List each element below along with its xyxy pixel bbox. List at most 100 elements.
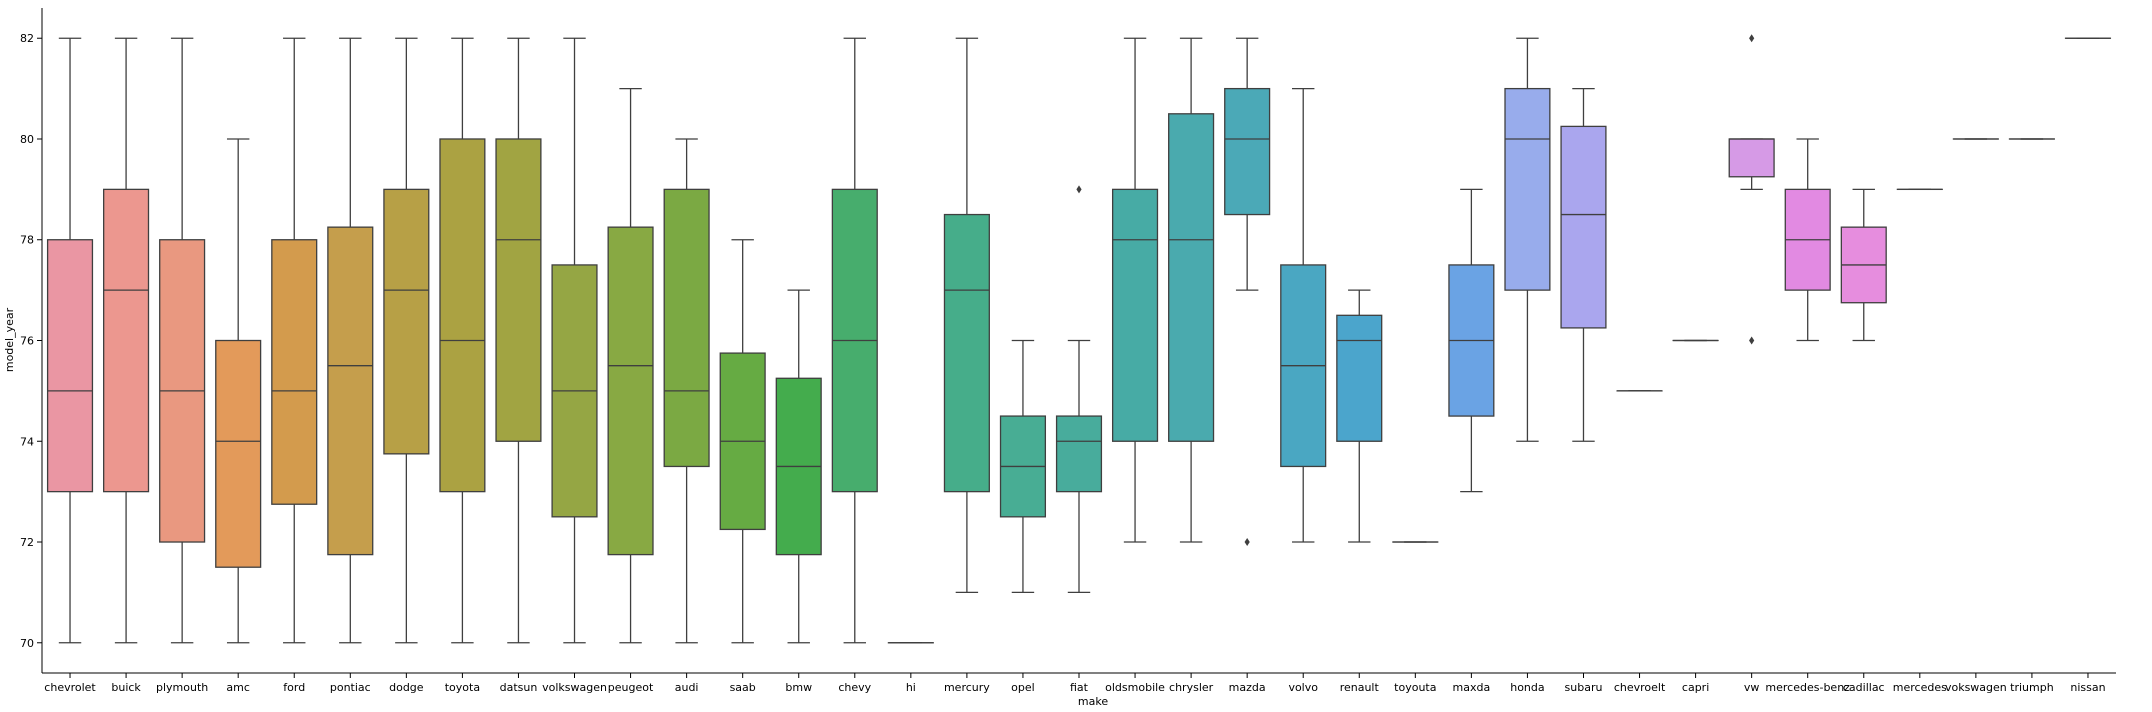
x-tick-label: chrysler xyxy=(1169,681,1214,694)
box-mercury xyxy=(943,213,990,493)
x-tick-label: dodge xyxy=(389,681,424,694)
y-tick-label: 78 xyxy=(20,234,34,247)
x-tick-label: chevroelt xyxy=(1614,681,1666,694)
outlier-point xyxy=(1749,34,1755,43)
x-tick-label: mercury xyxy=(944,681,990,694)
box-group-buick xyxy=(103,37,150,644)
x-tick-label: fiat xyxy=(1070,681,1089,694)
box-group-plymouth xyxy=(159,37,206,644)
y-axis-label: model_year xyxy=(3,307,16,372)
x-tick-label: triumph xyxy=(2010,681,2054,694)
box-group-maxda xyxy=(1448,188,1495,493)
x-tick-label: toyota xyxy=(445,681,480,694)
box-subaru xyxy=(1560,125,1607,329)
y-tick-label: 76 xyxy=(20,335,34,348)
x-tick-label: capri xyxy=(1682,681,1709,694)
box-group-chrysler xyxy=(1168,37,1215,543)
x-tick-label: vw xyxy=(1744,681,1760,694)
box-group-pontiac xyxy=(327,37,374,644)
x-tick-label: saab xyxy=(730,681,756,694)
box-chrysler xyxy=(1168,113,1215,442)
box-group-vw xyxy=(1728,34,1775,345)
x-tick-label: mercedes-benz xyxy=(1765,681,1850,694)
outlier-point xyxy=(1076,185,1082,194)
box-group-chevy xyxy=(831,37,878,644)
x-tick-label: vokswagen xyxy=(1945,681,2007,694)
x-tick-label: subaru xyxy=(1565,681,1603,694)
x-tick-label: buick xyxy=(111,681,141,694)
x-tick-label: chevrolet xyxy=(44,681,96,694)
box-group-toyota xyxy=(439,37,486,644)
outlier-point xyxy=(1244,538,1250,547)
box-group-mercedes-benz xyxy=(1784,138,1831,342)
box-group-saab xyxy=(719,239,766,644)
box-datsun xyxy=(495,138,542,442)
box-mazda xyxy=(1224,87,1271,216)
x-tick-label: cadillac xyxy=(1843,681,1885,694)
box-buick xyxy=(103,188,150,493)
x-tick-label: pontiac xyxy=(330,681,371,694)
box-group-oldsmobile xyxy=(1111,37,1159,543)
outlier-point xyxy=(1749,336,1755,345)
box-peugeot xyxy=(607,226,654,556)
x-tick-label: volvo xyxy=(1288,681,1318,694)
box-group-datsun xyxy=(495,37,542,644)
x-tick-label: volkswagen xyxy=(542,681,607,694)
box-fiat xyxy=(1055,415,1103,493)
x-tick-label: peugeot xyxy=(608,681,654,694)
y-tick-label: 74 xyxy=(20,435,34,448)
box-group-fiat xyxy=(1055,185,1103,594)
y-tick-label: 72 xyxy=(20,536,34,549)
x-tick-label: bmw xyxy=(785,681,812,694)
plot-marks xyxy=(46,34,2112,644)
box-group-amc xyxy=(215,138,262,644)
y-tick-label: 70 xyxy=(20,637,34,650)
box-group-chevrolet xyxy=(46,37,94,644)
x-tick-label: hi xyxy=(906,681,916,694)
box-audi xyxy=(663,188,710,468)
x-tick-label: chevy xyxy=(838,681,871,694)
x-tick-label: mercedes xyxy=(1893,681,1947,694)
box-group-peugeot xyxy=(607,87,654,644)
box-group-honda xyxy=(1504,37,1551,442)
y-axis-ticks: 70 72 74 76 78 80 82 xyxy=(20,32,42,650)
box-group-renault xyxy=(1336,289,1383,543)
x-tick-label: maxda xyxy=(1453,681,1491,694)
box-dodge xyxy=(383,188,430,455)
box-amc xyxy=(215,339,262,568)
box-group-ford xyxy=(271,37,318,644)
x-tick-label: opel xyxy=(1011,681,1035,694)
x-axis-label: make xyxy=(1078,695,1108,708)
x-tick-label: amc xyxy=(226,681,250,694)
box-group-dodge xyxy=(383,37,430,644)
box-group-volvo xyxy=(1280,87,1327,543)
x-tick-label: nissan xyxy=(2070,681,2105,694)
box-ford xyxy=(271,239,318,505)
x-tick-label: audi xyxy=(675,681,699,694)
x-tick-label: plymouth xyxy=(156,681,208,694)
box-chevrolet xyxy=(46,239,94,493)
y-tick-label: 80 xyxy=(20,133,34,146)
y-tick-label: 82 xyxy=(20,32,34,45)
box-pontiac xyxy=(327,226,374,556)
box-toyota xyxy=(439,138,486,493)
box-group-cadillac xyxy=(1840,188,1887,342)
box-group-subaru xyxy=(1560,87,1607,442)
box-group-bmw xyxy=(775,289,822,644)
x-tick-label: renault xyxy=(1340,681,1380,694)
box-oldsmobile xyxy=(1111,188,1159,442)
box-honda xyxy=(1504,87,1551,291)
box-group-mercury xyxy=(943,37,990,594)
x-tick-label: toyouta xyxy=(1394,681,1436,694)
x-axis-ticks: chevrolet buick plymouth amc ford pontiac dodg… xyxy=(44,673,2106,694)
box-group-opel xyxy=(999,339,1047,594)
x-tick-label: ford xyxy=(283,681,305,694)
box-group-volkswagen xyxy=(551,37,598,644)
box-group-audi xyxy=(663,138,710,644)
box-renault xyxy=(1336,314,1383,442)
box-group-mazda xyxy=(1224,37,1271,547)
box-vw xyxy=(1728,138,1775,178)
x-tick-label: honda xyxy=(1510,681,1544,694)
x-tick-label: mazda xyxy=(1229,681,1266,694)
